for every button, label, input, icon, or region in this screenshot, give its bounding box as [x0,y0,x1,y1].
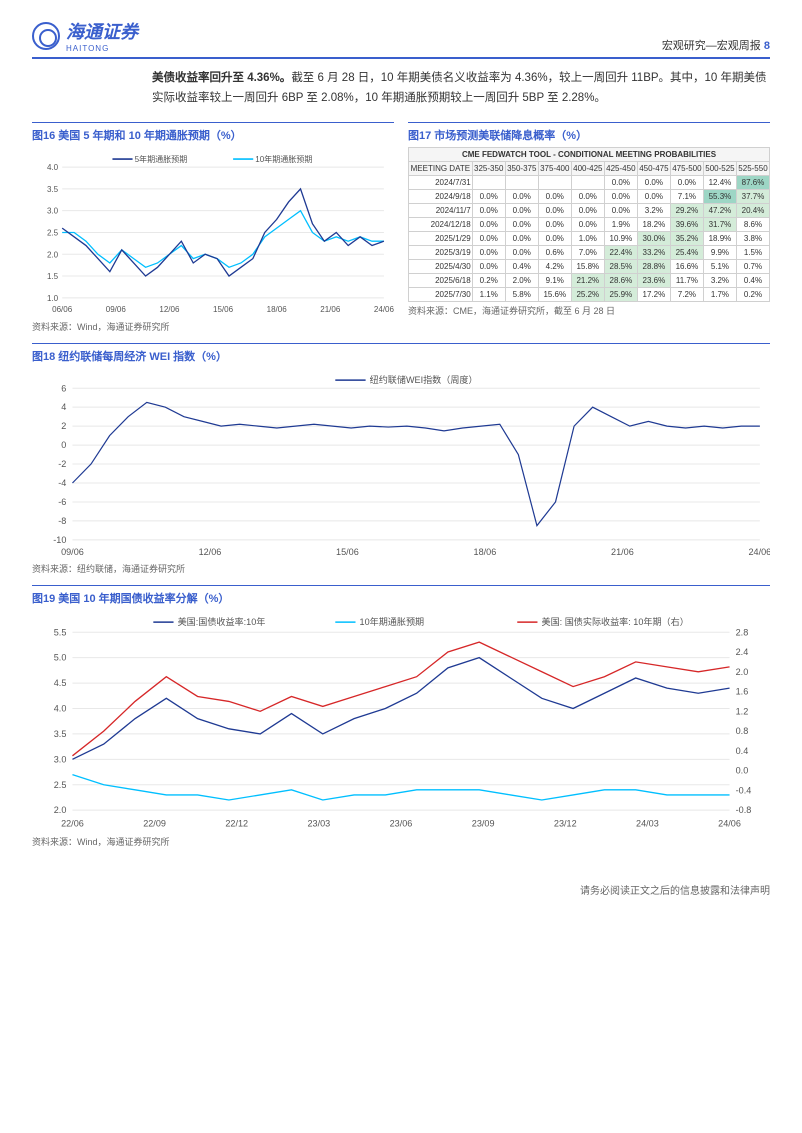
svg-text:18/06: 18/06 [474,547,497,557]
svg-text:-0.4: -0.4 [736,786,752,796]
svg-text:4.5: 4.5 [54,678,67,688]
fig17-source: 资料来源：CME，海通证券研究所，截至 6 月 28 日 [408,302,770,317]
svg-text:5年期通胀预期: 5年期通胀预期 [135,154,188,164]
page-footer: 请务必阅读正文之后的信息披露和法律声明 [32,876,770,897]
svg-text:2.0: 2.0 [47,250,59,259]
svg-text:10年期通胀预期: 10年期通胀预期 [255,154,312,164]
svg-text:美国:国债收益率:10年: 美国:国债收益率:10年 [178,616,266,627]
svg-text:美国: 国债实际收益率: 10年期（右）: 美国: 国债实际收益率: 10年期（右） [542,616,689,627]
svg-text:2.4: 2.4 [736,647,749,657]
svg-text:24/06: 24/06 [749,547,770,557]
svg-text:4.0: 4.0 [47,163,59,172]
logo-block: 海通证券 HAITONG [32,18,138,53]
svg-text:0.0: 0.0 [736,766,749,776]
svg-text:1.2: 1.2 [736,706,749,716]
svg-text:1.0: 1.0 [47,294,59,303]
svg-text:-4: -4 [58,478,66,488]
svg-text:-6: -6 [58,497,66,507]
svg-text:12/06: 12/06 [159,305,180,314]
svg-text:0.8: 0.8 [736,726,749,736]
svg-text:-8: -8 [58,516,66,526]
svg-text:2.0: 2.0 [54,805,67,815]
svg-text:3.5: 3.5 [47,185,59,194]
svg-text:21/06: 21/06 [611,547,634,557]
fig18-chart: -10 -8 -6 -4 -2 0 2 4 6 09/06 12/06 15/06 18/06 21/06… [32,368,770,560]
fig16-title: 图16 美国 5 年期和 10 年期通胀预期（%） [32,122,394,147]
svg-text:2: 2 [61,421,66,431]
svg-text:23/12: 23/12 [554,818,577,828]
svg-text:10年期通胀预期: 10年期通胀预期 [360,616,425,627]
logo-icon [32,22,60,50]
svg-text:21/06: 21/06 [320,305,341,314]
svg-text:23/03: 23/03 [308,818,331,828]
svg-text:4: 4 [61,402,66,412]
svg-text:22/09: 22/09 [143,818,166,828]
svg-text:5.0: 5.0 [54,653,67,663]
brand-cn: 海通证券 [66,18,138,44]
svg-text:09/06: 09/06 [106,305,127,314]
svg-text:3.5: 3.5 [54,729,67,739]
svg-text:18/06: 18/06 [267,305,288,314]
svg-text:-10: -10 [53,535,66,545]
fig19-source: 资料来源：Wind，海通证券研究所 [32,833,770,848]
fig19-title: 图19 美国 10 年期国债收益率分解（%） [32,585,770,610]
svg-text:15/06: 15/06 [213,305,234,314]
svg-text:6: 6 [61,383,66,393]
fig16-chart: 1.0 1.5 2.0 2.5 3.0 3.5 4.0 06/06 09/06 12/06 15/0… [32,147,394,318]
summary-paragraph: 美债收益率回升至 4.36%。截至 6 月 28 日，10 年期美债名义收益率为… [152,69,770,108]
fig17-table: CME FEDWATCH TOOL - CONDITIONAL MEETING … [408,147,770,302]
svg-text:纽约联储WEI指数（周度）: 纽约联储WEI指数（周度） [370,374,478,385]
svg-text:22/12: 22/12 [225,818,248,828]
svg-text:4.0: 4.0 [54,704,67,714]
fig19-chart: 2.0 2.5 3.0 3.5 4.0 4.5 5.0 5.5 -0.8 -0.4 0.0 0.4 0.… [32,610,770,832]
fig18-source: 资料来源：纽约联储，海通证券研究所 [32,560,770,575]
svg-text:1.5: 1.5 [47,272,59,281]
svg-text:23/06: 23/06 [390,818,413,828]
header-crumb: 宏观研究—宏观周报 8 [662,37,770,53]
fig18-title: 图18 纽约联储每周经济 WEI 指数（%） [32,343,770,368]
fig16-source: 资料来源：Wind，海通证券研究所 [32,318,394,333]
svg-text:5.5: 5.5 [54,627,67,637]
svg-text:24/06: 24/06 [718,818,741,828]
svg-text:2.5: 2.5 [54,780,67,790]
svg-text:1.6: 1.6 [736,687,749,697]
svg-text:12/06: 12/06 [199,547,222,557]
svg-text:24/03: 24/03 [636,818,659,828]
svg-text:24/06: 24/06 [374,305,394,314]
svg-text:2.8: 2.8 [736,627,749,637]
svg-text:22/06: 22/06 [61,818,84,828]
svg-text:3.0: 3.0 [47,207,59,216]
svg-text:2.0: 2.0 [736,667,749,677]
svg-text:15/06: 15/06 [336,547,359,557]
brand-en: HAITONG [66,44,138,53]
fig17-title: 图17 市场预测美联储降息概率（%） [408,122,770,147]
svg-text:-2: -2 [58,459,66,469]
svg-text:09/06: 09/06 [61,547,84,557]
svg-text:-0.8: -0.8 [736,805,752,815]
svg-text:0.4: 0.4 [736,746,749,756]
svg-text:3.0: 3.0 [54,754,67,764]
page-header: 海通证券 HAITONG 宏观研究—宏观周报 8 [32,18,770,59]
lead-bold: 美债收益率回升至 4.36%。 [152,72,291,84]
svg-text:06/06: 06/06 [52,305,73,314]
svg-text:2.5: 2.5 [47,229,59,238]
svg-text:0: 0 [61,440,66,450]
svg-text:23/09: 23/09 [472,818,495,828]
